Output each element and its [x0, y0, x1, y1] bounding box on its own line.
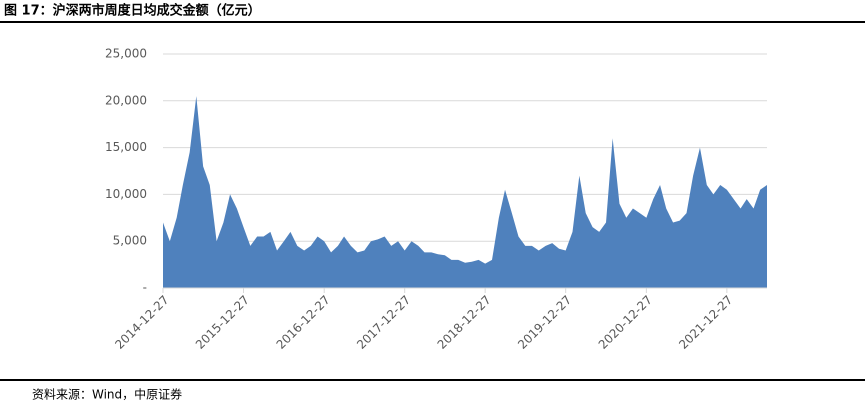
chart-title: 图 17：沪深两市周度日均成交金额（亿元） — [4, 3, 261, 19]
x-tick-label: 2019-12-27 — [515, 293, 574, 352]
x-tick-label: 2018-12-27 — [435, 293, 494, 352]
x-tick-label: 2021-12-27 — [676, 293, 735, 352]
x-tick-label: 2014-12-27 — [112, 293, 171, 352]
y-tick-label: 20,000 — [105, 93, 147, 107]
y-tick-label: 15,000 — [105, 140, 147, 154]
y-tick-label: 5,000 — [113, 234, 147, 248]
y-tick-label: 10,000 — [105, 187, 147, 201]
x-tick-label: 2017-12-27 — [354, 293, 413, 352]
x-tick-label: 2015-12-27 — [193, 293, 252, 352]
area — [163, 96, 767, 289]
x-tick-label: 2020-12-27 — [596, 293, 655, 352]
source-note: 资料来源：Wind，中原证券 — [32, 387, 182, 402]
y-tick-label: 25,000 — [105, 47, 147, 61]
x-tick-label: 2016-12-27 — [274, 293, 333, 352]
y-tick-label: - — [143, 281, 147, 295]
